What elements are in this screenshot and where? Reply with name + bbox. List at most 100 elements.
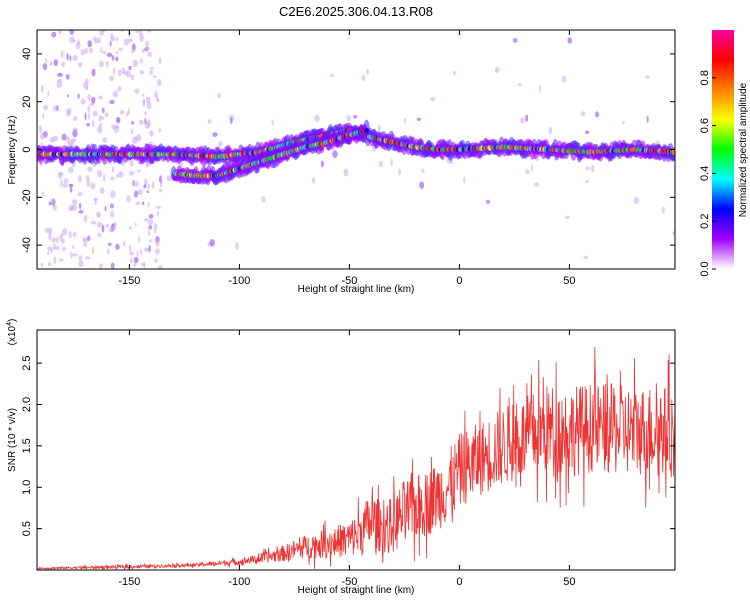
- spectrogram-noise-point: [47, 261, 52, 267]
- spectrogram-noise-point: [121, 30, 124, 33]
- spectrogram-noise-point: [52, 204, 58, 211]
- spectrogram-noise-point: [661, 206, 665, 214]
- y-tick-label: 0: [21, 146, 33, 152]
- spectrogram-noise-point: [71, 245, 75, 249]
- spectrogram-noise-point: [72, 39, 77, 43]
- spectrogram-noise-point: [68, 204, 75, 211]
- spectrogram-noise-point: [134, 190, 138, 198]
- spectrogram-noise-point: [320, 160, 324, 168]
- snr-y-axis: 0.5 1.0 1.5 2.0 2.5: [21, 355, 675, 536]
- spectrogram-noise-point: [90, 182, 96, 190]
- spectrogram-noise-point: [113, 125, 120, 133]
- spectrogram-noise-point: [73, 116, 78, 122]
- x-tick-label: -100: [228, 275, 250, 287]
- spectrogram-noise-point: [122, 240, 126, 247]
- spectrogram-noise-point: [130, 74, 135, 81]
- spectrogram-noise-point: [159, 180, 163, 188]
- spectrogram-noise-point: [42, 112, 45, 120]
- spectrogram-noise-point: [102, 50, 107, 54]
- spectrogram-noise-point: [486, 199, 491, 205]
- spectrogram-noise-point: [143, 184, 147, 189]
- spectrogram-noise-point: [134, 181, 139, 187]
- spectrogram-noise-point: [53, 59, 59, 67]
- spectrogram-noise-point: [585, 166, 591, 171]
- spectrogram-noise-point: [646, 115, 649, 123]
- spectrogram-noise-point: [138, 119, 144, 125]
- spectrogram-noise-point: [135, 30, 140, 34]
- spectrogram-noise-point: [156, 210, 160, 217]
- spectrogram-noise-point: [108, 227, 113, 233]
- spectrogram-noise-point: [126, 111, 129, 117]
- colorbar-ticks: 0.0 0.2 0.4 0.6 0.8: [699, 70, 716, 277]
- spectrogram-noise-point: [117, 85, 122, 92]
- spectrogram-noise-point: [115, 243, 120, 250]
- spectrogram-noise-point: [128, 65, 132, 71]
- spectrogram-noise-point: [156, 205, 162, 210]
- y-tick-label: 1.5: [21, 438, 33, 453]
- spectrogram-noise-point: [149, 130, 154, 137]
- spectrogram-noise-point: [644, 75, 650, 79]
- spectrogram-noise-point: [63, 178, 69, 184]
- spectrogram-noise-point: [101, 107, 105, 114]
- spectrogram-noise-point: [361, 74, 366, 82]
- spectrogram-noise-point: [155, 239, 160, 248]
- y-tick-label: -20: [21, 189, 33, 205]
- spectrogram-noise-point: [92, 163, 97, 167]
- spectrogram-noise-point: [127, 38, 133, 43]
- spectrogram-noise-point: [128, 244, 132, 252]
- spectrogram-noise-point: [115, 50, 119, 55]
- spectrogram-noise-point: [39, 132, 46, 140]
- spectrogram-noise-point: [147, 183, 150, 190]
- spectrogram-noise-point: [45, 57, 48, 64]
- spectrogram-noise-point: [105, 60, 109, 68]
- spectrogram-noise-point: [53, 256, 57, 265]
- spectrogram-noise-point: [77, 39, 80, 46]
- spectrogram-ridge-point: [671, 148, 675, 156]
- spectrogram-noise-point: [110, 262, 115, 269]
- spectrogram-noise-point: [141, 48, 145, 53]
- spectrogram-noise-point: [115, 116, 121, 124]
- spectrogram-noise-point: [156, 94, 159, 102]
- spectrogram-noise-point: [538, 84, 541, 93]
- spectrogram-noise-point: [72, 231, 77, 238]
- spectrogram-noise-point: [525, 114, 529, 123]
- spectrogram-noise-point: [97, 232, 102, 238]
- spectrogram-y-label: Frequency (Hz): [7, 116, 18, 185]
- snr-y-multiplier: (x104): [6, 319, 18, 346]
- spectrogram-noise-point: [353, 115, 358, 119]
- spectrogram-noise-point: [390, 158, 393, 167]
- spectrogram-noise-point: [62, 246, 66, 251]
- spectrogram-noise-point: [416, 117, 421, 122]
- spectrogram-noise-point: [595, 111, 599, 118]
- spectrogram-noise-point: [99, 187, 105, 194]
- spectrogram-noise-point: [66, 53, 69, 61]
- spectrogram-noise-point: [109, 40, 112, 47]
- spectrogram-noise-point: [136, 169, 141, 173]
- spectrogram-noise-point: [378, 160, 383, 167]
- snr-y-label: SNR (10 * v/v): [7, 408, 18, 472]
- spectrogram-noise-point: [47, 246, 52, 252]
- spectrogram-ridge-point: [364, 128, 369, 133]
- spectrogram-noise-point: [235, 242, 239, 251]
- spectrogram-noise-point: [42, 191, 45, 197]
- spectrogram-noise-point: [60, 179, 63, 188]
- spectrogram-noise-point: [84, 112, 87, 121]
- spectrogram-noise-point: [62, 183, 68, 188]
- spectrogram-noise-point: [91, 96, 96, 104]
- spectrogram-panel: -150 -100 -50 0 50 -40 -20 0 20 40 Height of str…: [7, 29, 676, 295]
- spectrogram-noise-point: [87, 113, 91, 120]
- spectrogram-noise-point: [100, 47, 103, 53]
- spectrogram-noise-point: [403, 117, 407, 124]
- spectrogram-noise-point: [89, 102, 95, 107]
- spectrogram-noise-point: [87, 93, 91, 101]
- spectrogram-noise-point: [72, 253, 78, 257]
- spectrogram-noise-point: [57, 72, 63, 77]
- spectrogram-noise-point: [109, 203, 114, 209]
- spectrogram-noise-point: [147, 219, 154, 226]
- spectrogram-noise-point: [77, 174, 82, 183]
- spectrogram-noise-point: [139, 34, 144, 42]
- spectrogram-noise-point: [110, 190, 116, 199]
- spectrogram-noise-point: [94, 198, 97, 206]
- spectrogram-noise-point: [146, 30, 152, 33]
- spectrogram-noise-point: [86, 122, 90, 127]
